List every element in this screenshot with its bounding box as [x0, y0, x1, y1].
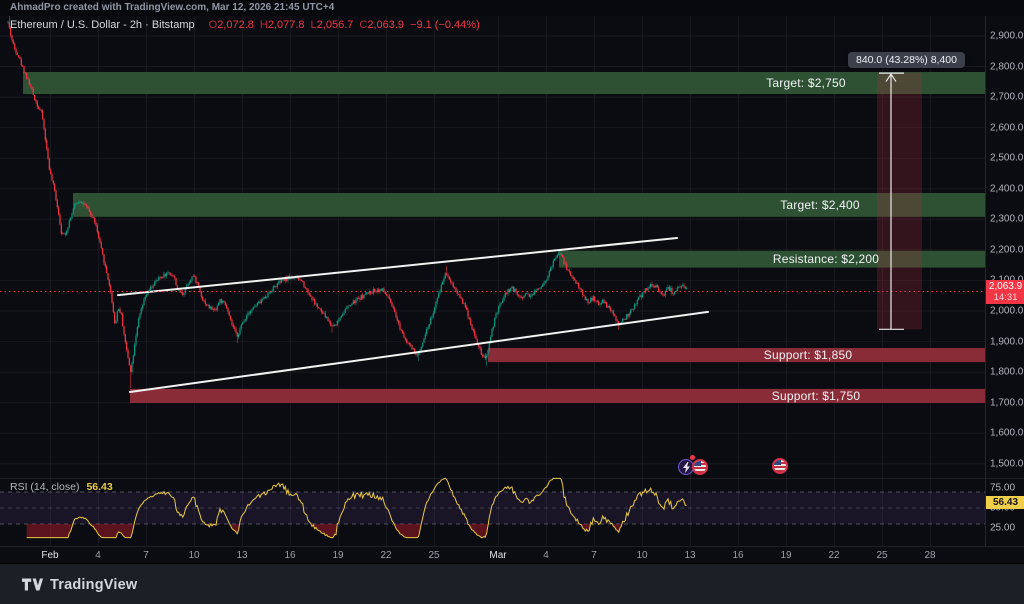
price-tick-label: 2,400.0	[990, 183, 1024, 195]
change-value: −9.1 (−0.44%)	[410, 19, 480, 31]
zone-support[interactable]	[488, 348, 985, 363]
symbol-title: Ethereum / U.S. Dollar - 2h · Bitstamp	[10, 19, 195, 31]
time-tick-label: 7	[143, 550, 149, 561]
bottom-toolbar: TradingView	[0, 563, 1024, 604]
time-tick-label: 4	[543, 550, 549, 561]
rsi-legend[interactable]: RSI (14, close) 56.43	[10, 481, 113, 493]
ohlc-key: L	[310, 19, 317, 31]
price-tick-label: 2,900.0	[990, 30, 1024, 42]
trendline-lower[interactable]	[129, 310, 709, 393]
measure-tooltip: 840.0 (43.28%) 8,400	[848, 52, 965, 68]
price-tick-label: 1,700.0	[990, 397, 1024, 409]
measure-range-band[interactable]	[877, 72, 922, 330]
trendline-upper[interactable]	[117, 237, 678, 297]
time-tick-label: 13	[236, 550, 248, 561]
zone-label-support: Support: $1,850	[763, 348, 853, 362]
time-tick-label: Mar	[489, 550, 507, 561]
price-tick-label: 1,500.0	[990, 458, 1024, 470]
time-axis[interactable]: Feb 4 7 10 13 16 19 22 25 Mar 4 7 10 13 16 19 22 25 28	[0, 546, 1024, 564]
ohlc-value: 2,077.8	[267, 19, 305, 31]
price-tick-label: 2,200.0	[990, 244, 1024, 256]
zone-target[interactable]	[23, 72, 985, 94]
event-marker-alert-dot	[690, 455, 695, 460]
zone-resistance[interactable]	[559, 250, 985, 268]
price-tick-label: 1,900.0	[990, 336, 1024, 348]
pane-separator[interactable]	[0, 478, 1024, 479]
price-tick-label: 2,700.0	[990, 91, 1024, 103]
time-tick-label: 7	[591, 550, 597, 561]
price-tick-label: 2,600.0	[990, 122, 1024, 134]
symbol-legend[interactable]: Ethereum / U.S. Dollar - 2h · Bitstamp O2…	[10, 19, 480, 31]
zone-target[interactable]	[73, 193, 985, 217]
rsi-legend-value: 56.43	[86, 481, 113, 493]
rsi-tick-label: 25.00	[990, 522, 1016, 534]
lightning-icon	[682, 461, 690, 473]
price-axis[interactable]: 2,900.0 2,800.0 2,700.0 2,600.0 2,500.0 2,400…	[985, 16, 1024, 546]
time-tick-label: 19	[780, 550, 792, 561]
price-tick-label: 2,800.0	[990, 61, 1024, 73]
price-tick-label: 1,600.0	[990, 427, 1024, 439]
zone-support[interactable]	[130, 388, 985, 403]
last-price-label: 2,063.9 14:31	[986, 280, 1024, 305]
time-tick-label: 10	[188, 550, 200, 561]
time-tick-label: Feb	[41, 550, 59, 561]
rsi-legend-title: RSI (14, close)	[10, 481, 80, 493]
last-price-value: 2,063.9	[988, 281, 1023, 293]
ohlc-value: 2,072.8	[217, 19, 254, 31]
zone-label-target: Target: $2,400	[780, 197, 860, 212]
time-tick-label: 16	[732, 550, 744, 561]
rsi-axis-value-label: 56.43	[986, 496, 1024, 510]
price-tick-label: 2,000.0	[990, 305, 1024, 317]
gridlines	[0, 16, 985, 546]
ohlc-key: C	[359, 19, 368, 31]
bar-countdown: 14:31	[993, 292, 1018, 304]
ohlc-values: O2,072.8 H2,077.8 L2,056.7 C2,063.9	[203, 19, 404, 31]
rsi-oversold-fill	[26, 524, 623, 538]
ohlc-value: 2,063.9	[367, 19, 405, 31]
rsi-line	[26, 477, 687, 539]
zone-label-target: Target: $2,750	[766, 76, 846, 91]
time-tick-label: 28	[924, 550, 936, 561]
time-tick-label: 25	[876, 550, 888, 561]
ohlc-key: H	[259, 19, 268, 31]
event-marker-us-flag-icon[interactable]	[692, 459, 708, 475]
tradingview-logo[interactable]: TradingView	[22, 577, 137, 593]
time-tick-label: 22	[380, 550, 392, 561]
time-tick-label: 16	[284, 550, 296, 561]
zone-label-resistance: Resistance: $2,200	[772, 252, 880, 267]
time-tick-label: 22	[828, 550, 840, 561]
price-tick-label: 2,100.0	[990, 275, 1023, 286]
event-marker-us-flag-icon[interactable]	[772, 458, 788, 474]
ohlc-value: 2,056.7	[316, 19, 354, 31]
candle-bodies-up	[7, 21, 688, 372]
attribution-bar: AhmadPro created with TradingView.com, M…	[0, 0, 1024, 16]
rsi-tick-label: 75.00	[990, 482, 1016, 494]
time-tick-label: 10	[636, 550, 648, 561]
measure-arrow[interactable]	[879, 72, 904, 330]
tradingview-logo-text: TradingView	[50, 576, 138, 593]
price-tick-label: 1,800.0	[990, 366, 1024, 378]
zone-label-support: Support: $1,750	[771, 388, 861, 403]
tradingview-logo-icon	[22, 578, 43, 591]
price-tick-label: 2,300.0	[990, 213, 1024, 225]
price-tick-label: 2,500.0	[990, 152, 1024, 164]
ohlc-key: O	[208, 19, 218, 31]
time-tick-label: 4	[95, 550, 101, 561]
rsi-band	[0, 492, 985, 524]
time-tick-label: 13	[684, 550, 696, 561]
time-tick-label: 19	[332, 550, 344, 561]
time-tick-label: 25	[428, 550, 440, 561]
